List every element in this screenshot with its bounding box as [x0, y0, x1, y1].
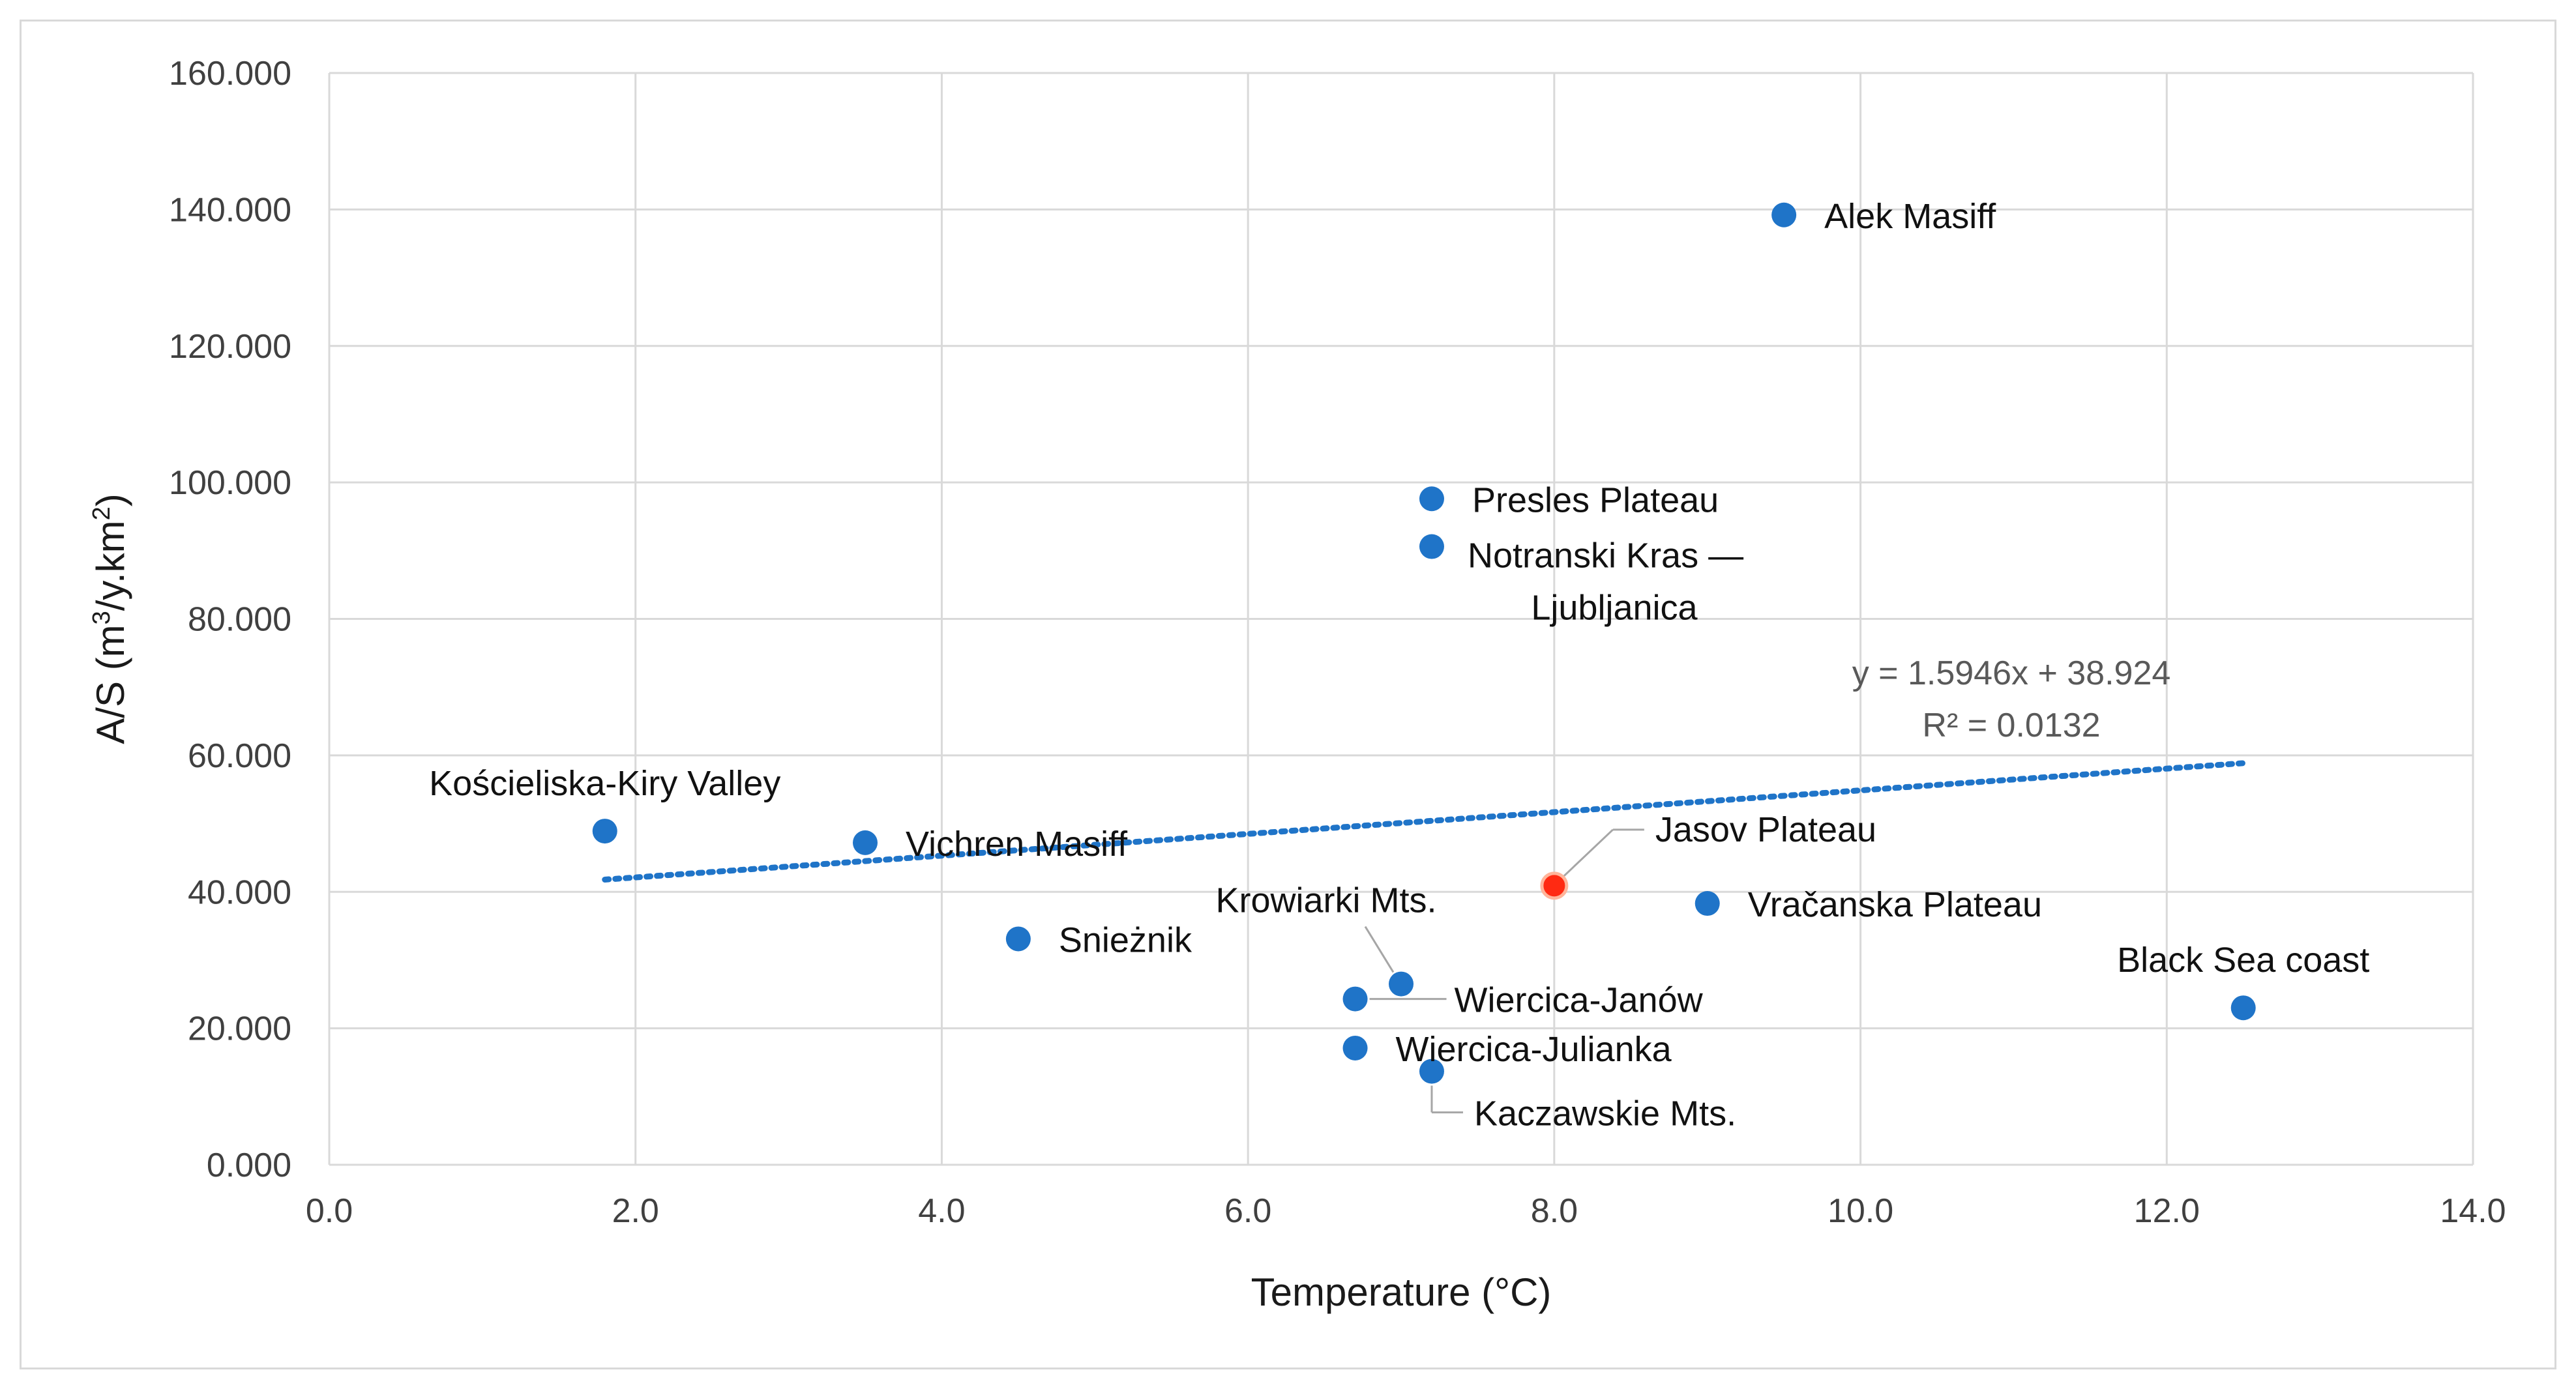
y-axis-title-part: A/S (m	[89, 624, 132, 744]
y-tick-label: 120.000	[169, 328, 291, 366]
data-point	[1419, 534, 1444, 559]
y-axis-title: A/S (m3/y.km2)	[88, 493, 132, 744]
y-axis-title-sup: 3	[88, 611, 115, 624]
y-axis-title-part: /y.km	[89, 520, 132, 611]
point-label: Vračanska Plateau	[1748, 885, 2042, 924]
chart-frame	[20, 20, 2556, 1369]
data-point	[1695, 891, 1720, 916]
point-label: Alek Masiff	[1824, 197, 1996, 236]
y-tick-label: 160.000	[169, 55, 291, 93]
y-tick-label: 0.000	[207, 1147, 291, 1184]
gridlines	[328, 72, 2474, 1166]
point-label: Ljubljanica	[1531, 589, 1698, 628]
point-label: Wiercica-Julianka	[1396, 1030, 1672, 1069]
point-label: Snieżnik	[1059, 920, 1192, 959]
point-label: Wiercica-Janów	[1455, 981, 1704, 1020]
point-label: Notranski Kras —	[1468, 536, 1743, 576]
y-tick-label: 80.000	[188, 601, 291, 639]
y-axis-title-part: )	[89, 493, 132, 506]
point-label: Vichren Masiff	[906, 825, 1128, 864]
data-point	[2230, 995, 2256, 1021]
data-point-highlight	[1540, 871, 1569, 900]
x-tick-label: 14.0	[2440, 1192, 2506, 1230]
x-tick-labels: 0.0 2.0 4.0 6.0 8.0 10.0 12.0 14.0	[306, 1192, 2506, 1230]
leader-line	[1562, 828, 1614, 877]
data-point	[592, 819, 617, 844]
point-label: Kaczawskie Mts.	[1474, 1094, 1736, 1133]
leader-line	[1364, 926, 1395, 973]
data-point	[1771, 202, 1797, 227]
point-label: Kościeliska-Kiry Valley	[429, 764, 780, 803]
x-tick-label: 12.0	[2134, 1192, 2200, 1230]
data-point	[1342, 986, 1368, 1012]
x-tick-label: 6.0	[1224, 1192, 1271, 1230]
data-point	[1342, 1035, 1368, 1060]
x-axis-title: Temperature (°C)	[1251, 1270, 1552, 1314]
point-label: Black Sea coast	[2117, 941, 2369, 980]
y-tick-label: 60.000	[188, 737, 291, 775]
y-tick-labels: 0.000 20.000 40.000 60.000 80.000 100.000 120.…	[169, 55, 291, 1184]
x-tick-label: 2.0	[612, 1192, 659, 1230]
data-point	[1419, 1059, 1444, 1084]
trend-r-squared: R² = 0.0132	[1922, 707, 2100, 744]
y-tick-label: 40.000	[188, 873, 291, 911]
point-label: Jasov Plateau	[1655, 810, 1876, 849]
y-tick-label: 100.000	[169, 464, 291, 502]
trend-equation: y = 1.5946x + 38.924	[1852, 654, 2171, 692]
leader-lines	[1364, 828, 1644, 1114]
x-tick-label: 0.0	[306, 1192, 353, 1230]
data-point	[853, 830, 878, 855]
x-tick-label: 10.0	[1828, 1192, 1893, 1230]
data-points	[592, 202, 2256, 1084]
y-tick-label: 20.000	[188, 1010, 291, 1048]
point-labels: Kościeliska-Kiry Valley Vichren Masiff Sni…	[429, 197, 2369, 1133]
trend-line	[602, 760, 2247, 883]
x-tick-label: 4.0	[918, 1192, 965, 1230]
data-point	[1389, 971, 1414, 997]
y-tick-label: 140.000	[169, 191, 291, 229]
data-point	[1005, 926, 1031, 952]
x-tick-label: 8.0	[1531, 1192, 1578, 1230]
point-label: Krowiarki Mts.	[1215, 881, 1436, 920]
data-point	[1419, 486, 1444, 512]
y-axis-title-sup: 2	[88, 506, 115, 520]
point-label: Presles Plateau	[1472, 480, 1719, 519]
